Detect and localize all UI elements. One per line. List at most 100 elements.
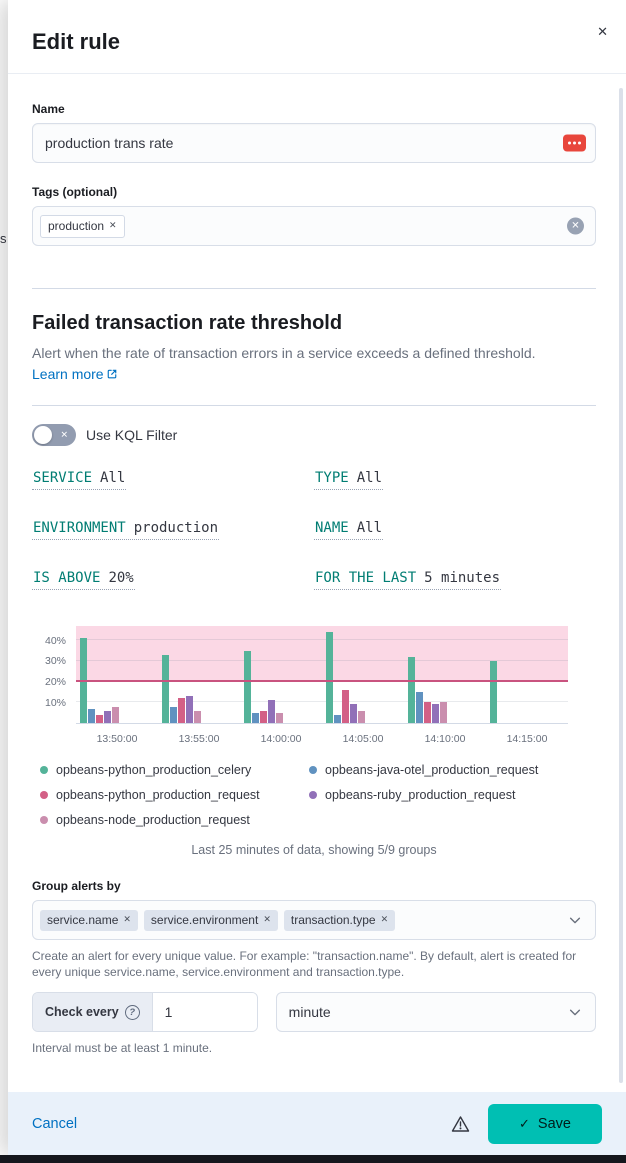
group-by-pill-service-name[interactable]: service.name ✕ — [40, 909, 138, 931]
remove-icon[interactable]: ✕ — [263, 914, 271, 925]
legend-item[interactable]: opbeans-java-otel_production_request — [309, 763, 568, 777]
name-field-wrapper — [32, 123, 596, 163]
group-by-pill-service-environment[interactable]: service.environment ✕ — [143, 909, 278, 931]
expression-environment[interactable]: ENVIRONMENT production — [32, 520, 220, 540]
kql-filter-switch[interactable]: ✕ — [32, 424, 76, 446]
bar-group-14:00:00 — [240, 626, 322, 723]
bar — [358, 710, 365, 723]
remove-tag-icon[interactable]: ✕ — [109, 220, 117, 231]
edit-rule-flyout: ✕ Edit rule Name Tags (optional) product… — [8, 0, 626, 1155]
bar — [440, 702, 447, 723]
chart-main: 40% 30% 20% 10% — [32, 626, 568, 724]
group-by-pill-transaction-type[interactable]: transaction.type ✕ — [283, 909, 396, 931]
legend-dot-icon — [40, 816, 48, 824]
password-manager-autofill-icon[interactable] — [563, 134, 586, 152]
interval-unit-value: minute — [288, 1004, 331, 1020]
expression-name[interactable]: NAME All — [314, 520, 384, 540]
x-tick-label: 14:00:00 — [260, 733, 302, 745]
check-every-row: Check every ? minute — [32, 992, 596, 1032]
gridline — [76, 639, 568, 641]
bar-group-14:15:00 — [486, 626, 568, 723]
name-label: Name — [32, 102, 65, 116]
expression-for-the-last[interactable]: FOR THE LAST 5 minutes — [314, 570, 502, 590]
interval-unit-select[interactable]: minute — [275, 992, 596, 1032]
check-every-group: Check every ? — [32, 992, 258, 1032]
legend-label: opbeans-python_production_request — [56, 788, 260, 802]
chart-caption: Last 25 minutes of data, showing 5/9 gro… — [191, 843, 437, 857]
bar — [186, 696, 193, 723]
close-icon[interactable]: ✕ — [589, 16, 616, 48]
cancel-button[interactable]: Cancel — [32, 1115, 78, 1132]
bar — [350, 704, 357, 723]
clear-tags-button[interactable]: ✕ — [567, 217, 584, 235]
question-glyph: ? — [129, 1006, 136, 1018]
x-tick-label: 14:15:00 — [506, 733, 548, 745]
expression-keyword: ENVIRONMENT — [33, 520, 126, 536]
chart-legend-column: opbeans-python_production_celery opbeans-… — [40, 763, 299, 827]
save-label: Save — [537, 1115, 571, 1132]
tags-combobox[interactable]: production ✕ ✕ — [32, 206, 596, 246]
tag-pill-label: production — [48, 218, 105, 233]
legend-dot-icon — [40, 766, 48, 774]
legend-item[interactable]: opbeans-python_production_celery — [40, 763, 299, 777]
bar-group-14:10:00 — [404, 626, 486, 723]
gridline — [76, 660, 568, 662]
legend-item[interactable]: opbeans-ruby_production_request — [309, 788, 568, 802]
chart-bars — [76, 626, 568, 723]
bar — [276, 712, 283, 723]
expression-value: All — [356, 520, 383, 536]
chart-legend: opbeans-python_production_celery opbeans-… — [32, 763, 568, 827]
kql-filter-switch-label[interactable]: Use KQL Filter — [86, 427, 178, 443]
tag-pill-production[interactable]: production ✕ — [40, 214, 125, 238]
legend-dot-icon — [40, 791, 48, 799]
bar — [424, 702, 431, 723]
group-by-help: Create an alert for every unique value. … — [32, 949, 577, 979]
bar — [268, 700, 275, 723]
clear-icon: ✕ — [571, 220, 580, 232]
divider — [32, 405, 596, 406]
bar-group-13:50:00 — [76, 626, 158, 723]
expression-keyword: IS ABOVE — [33, 570, 101, 586]
bar — [170, 706, 177, 723]
legend-item[interactable]: opbeans-node_production_request — [40, 813, 299, 827]
bar — [334, 714, 341, 723]
rule-description-text: Alert when the rate of transaction error… — [32, 345, 536, 361]
chart-plot — [76, 626, 568, 724]
bar — [326, 632, 333, 723]
scrollbar-thumb[interactable] — [619, 88, 623, 1083]
learn-more-link[interactable]: Learn more — [32, 366, 118, 382]
chart-x-axis: 13:50:00 13:55:00 14:00:00 14:05:00 14:10:00… — [76, 733, 568, 745]
check-interval-input[interactable] — [152, 993, 257, 1031]
question-tooltip-icon[interactable]: ? — [124, 1004, 140, 1020]
rule-expressions: SERVICE All TYPE All ENVIRONMENT product… — [32, 470, 596, 590]
check-every-prepend: Check every ? — [33, 993, 153, 1031]
expression-keyword: TYPE — [315, 470, 349, 486]
remove-icon[interactable]: ✕ — [123, 914, 131, 925]
legend-dot-icon — [309, 766, 317, 774]
bar — [88, 708, 95, 723]
interval-help: Interval must be at least 1 minute. — [32, 1041, 213, 1055]
name-input[interactable] — [32, 123, 596, 163]
chevron-down-icon[interactable] — [568, 913, 582, 927]
warning-icon[interactable] — [451, 1115, 470, 1133]
expression-is-above[interactable]: IS ABOVE 20% — [32, 570, 135, 590]
remove-icon[interactable]: ✕ — [380, 914, 389, 925]
flyout-header: Edit rule — [8, 0, 626, 74]
expression-service[interactable]: SERVICE All — [32, 470, 127, 490]
legend-item[interactable]: opbeans-python_production_request — [40, 788, 299, 802]
bar — [490, 661, 497, 723]
save-button[interactable]: ✓ Save — [488, 1103, 602, 1144]
tags-field-block: Tags (optional) production ✕ ✕ — [32, 185, 596, 246]
chart-y-axis: 40% 30% 20% 10% — [32, 626, 76, 724]
group-alerts-by-label: Group alerts by — [32, 879, 121, 893]
threshold-region — [76, 626, 568, 682]
kql-filter-row: ✕ Use KQL Filter — [32, 424, 596, 446]
bar — [194, 710, 201, 723]
group-by-combobox[interactable]: service.name ✕ service.environment ✕ tra… — [32, 900, 596, 940]
gridline — [76, 701, 568, 703]
expression-type[interactable]: TYPE All — [314, 470, 384, 490]
legend-label: opbeans-ruby_production_request — [325, 788, 516, 802]
legend-dot-icon — [309, 791, 317, 799]
x-tick-label: 13:50:00 — [96, 733, 138, 745]
